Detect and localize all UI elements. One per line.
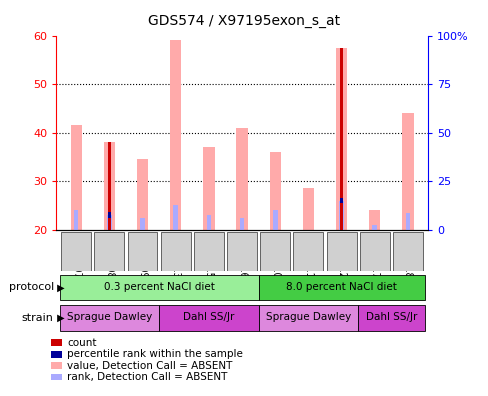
Bar [51, 351, 62, 358]
Bar [203, 147, 214, 230]
Bar [107, 215, 111, 230]
Bar [137, 159, 148, 230]
Bar [357, 305, 424, 331]
Bar [140, 217, 144, 230]
Bar [340, 48, 343, 230]
Text: Sprague Dawley: Sprague Dawley [66, 312, 152, 322]
Bar [161, 232, 190, 271]
Text: ▶: ▶ [54, 282, 64, 293]
Text: 8.0 percent NaCl diet: 8.0 percent NaCl diet [285, 282, 396, 292]
Text: count: count [67, 338, 97, 348]
Text: Dahl SS/Jr: Dahl SS/Jr [365, 312, 416, 322]
Bar [269, 152, 280, 230]
Text: 0.3 percent NaCl diet: 0.3 percent NaCl diet [103, 282, 214, 292]
Text: Dahl SS/Jr: Dahl SS/Jr [183, 312, 234, 322]
Bar [260, 232, 289, 271]
Bar [258, 305, 357, 331]
Bar [340, 198, 343, 204]
Bar [159, 305, 258, 331]
Bar [170, 40, 181, 230]
Text: GDS574 / X97195exon_s_at: GDS574 / X97195exon_s_at [148, 14, 340, 28]
Bar [302, 188, 313, 230]
Bar [368, 210, 380, 230]
Bar [108, 142, 111, 230]
Bar [173, 206, 178, 230]
Text: rank, Detection Call = ABSENT: rank, Detection Call = ABSENT [67, 372, 227, 382]
Bar [335, 48, 346, 230]
Bar [359, 232, 389, 271]
Bar [326, 232, 356, 271]
Bar [70, 126, 81, 230]
Bar [94, 232, 124, 271]
Bar [51, 374, 62, 380]
Bar [61, 232, 91, 271]
Bar [258, 275, 424, 300]
Bar [108, 212, 111, 218]
Bar [272, 210, 277, 230]
Bar [339, 200, 343, 230]
Bar [127, 232, 157, 271]
Bar [226, 232, 257, 271]
Bar [51, 362, 62, 369]
Text: percentile rank within the sample: percentile rank within the sample [67, 349, 243, 359]
Bar [236, 128, 247, 230]
Bar [402, 113, 413, 230]
Text: value, Detection Call = ABSENT: value, Detection Call = ABSENT [67, 361, 232, 371]
Bar [239, 217, 244, 230]
Bar [392, 232, 422, 271]
Bar [194, 232, 224, 271]
Bar [206, 215, 211, 230]
Text: Sprague Dawley: Sprague Dawley [265, 312, 350, 322]
Bar [293, 232, 323, 271]
Bar [60, 305, 159, 331]
Bar [103, 142, 115, 230]
Text: ▶: ▶ [54, 313, 64, 323]
Bar [74, 210, 78, 230]
Text: protocol: protocol [8, 282, 54, 293]
Bar [372, 225, 376, 230]
Bar [405, 213, 409, 230]
Bar [51, 339, 62, 346]
Text: strain: strain [22, 313, 54, 323]
Bar [60, 275, 258, 300]
